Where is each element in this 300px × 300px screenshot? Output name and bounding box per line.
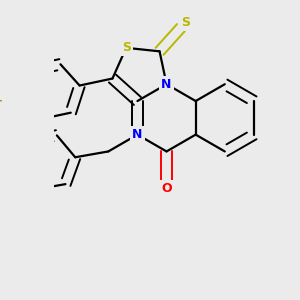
Text: S: S: [181, 16, 190, 29]
Text: Br: Br: [0, 98, 2, 108]
Text: N: N: [132, 128, 142, 141]
Text: S: S: [122, 41, 130, 54]
Text: N: N: [161, 78, 172, 91]
Text: O: O: [161, 182, 172, 196]
